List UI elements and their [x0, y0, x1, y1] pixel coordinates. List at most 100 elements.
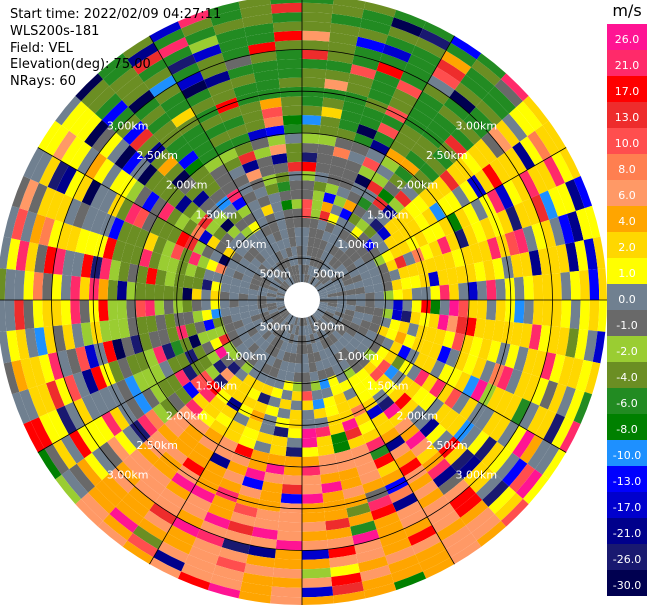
velocity-gate: [399, 123, 422, 143]
velocity-gate: [338, 467, 360, 481]
velocity-gate: [345, 262, 357, 273]
velocity-gate: [361, 9, 394, 27]
velocity-gate: [103, 59, 133, 87]
velocity-gate: [245, 417, 263, 432]
velocity-gate: [257, 300, 267, 305]
velocity-gate: [436, 236, 452, 255]
velocity-gate: [233, 354, 248, 369]
velocity-gate: [439, 169, 460, 192]
velocity-gate: [79, 276, 91, 300]
velocity-gate: [88, 300, 100, 323]
velocity-gate: [359, 319, 372, 330]
velocity-gate: [214, 325, 227, 338]
velocity-gate: [313, 280, 322, 289]
velocity-gate: [356, 342, 369, 355]
velocity-gate: [282, 280, 291, 289]
velocity-gate: [363, 1, 397, 18]
velocity-gate: [274, 250, 284, 262]
velocity-gate: [338, 119, 360, 133]
velocity-gate: [98, 300, 109, 322]
velocity-gate: [24, 242, 39, 272]
velocity-gate: [212, 359, 228, 374]
velocity-gate: [370, 503, 397, 521]
velocity-gate: [324, 346, 334, 358]
velocity-gate: [278, 286, 288, 294]
range-label: 500m: [313, 321, 345, 334]
velocity-gate: [37, 186, 57, 217]
velocity-gate: [476, 520, 507, 547]
velocity-gate: [397, 344, 412, 360]
velocity-gate: [382, 380, 398, 396]
velocity-gate: [384, 476, 409, 495]
velocity-gate: [122, 120, 147, 145]
velocity-gate: [190, 375, 207, 393]
velocity-gate: [432, 148, 454, 170]
velocity-gate: [246, 199, 261, 213]
velocity-gate: [527, 130, 552, 161]
velocity-gate: [391, 355, 406, 371]
velocity-gate: [52, 439, 77, 470]
velocity-gate: [94, 92, 122, 120]
velocity-gate: [454, 207, 472, 229]
velocity-gate: [336, 186, 351, 200]
velocity-gate: [249, 50, 277, 65]
velocity-gate: [402, 300, 413, 312]
velocity-gate: [145, 315, 158, 333]
velocity-gate: [450, 35, 482, 60]
velocity-gate: [510, 253, 524, 278]
velocity-gate: [427, 120, 451, 142]
velocity-gate: [60, 274, 72, 300]
velocity-gate: [238, 293, 249, 300]
velocity-gate: [354, 305, 366, 314]
velocity-gate: [302, 255, 307, 265]
velocity-gate: [403, 62, 432, 84]
velocity-gate: [494, 390, 514, 416]
velocity-gate: [353, 280, 365, 289]
velocity-gate: [389, 268, 401, 281]
velocity-gate: [460, 500, 489, 526]
velocity-gate: [242, 572, 273, 587]
velocity-gate: [220, 307, 231, 318]
velocity-gate: [302, 77, 326, 89]
velocity-gate: [274, 338, 284, 350]
velocity-gate: [219, 291, 230, 300]
velocity-gate: [98, 386, 118, 412]
velocity-gate: [437, 269, 449, 286]
velocity-gate: [278, 319, 287, 329]
velocity-gate: [302, 437, 318, 448]
velocity-gate: [530, 194, 550, 223]
velocity-gate: [279, 360, 289, 372]
range-label: 2.50km: [426, 149, 468, 162]
velocity-gate: [330, 22, 360, 37]
velocity-gate: [437, 216, 454, 237]
velocity-gate: [209, 337, 223, 351]
velocity-gate: [326, 289, 337, 295]
velocity-gate: [285, 342, 293, 353]
velocity-gate: [323, 313, 333, 321]
velocity-gate: [302, 40, 330, 51]
velocity-gate: [350, 361, 364, 375]
range-label: 2.50km: [426, 439, 468, 452]
velocity-gate: [281, 269, 289, 279]
velocity-gate: [102, 237, 118, 260]
velocity-gate: [321, 230, 332, 243]
velocity-gate: [240, 238, 254, 252]
velocity-gate: [293, 274, 299, 285]
velocity-gate: [333, 195, 347, 208]
velocity-gate: [141, 212, 158, 233]
range-label: 1.50km: [196, 208, 238, 221]
velocity-gate: [316, 306, 326, 314]
velocity-gate: [418, 312, 431, 327]
velocity-gate: [316, 153, 333, 165]
velocity-gate: [295, 353, 302, 364]
velocity-gate: [270, 595, 302, 605]
velocity-gate: [149, 557, 182, 579]
velocity-gate: [289, 409, 302, 420]
velocity-gate: [14, 269, 25, 300]
velocity-gate: [286, 277, 294, 287]
velocity-gate: [469, 336, 483, 358]
velocity-gate: [259, 310, 270, 319]
velocity-gate: [145, 283, 156, 300]
velocity-gate: [277, 305, 287, 311]
velocity-gate: [385, 258, 398, 272]
